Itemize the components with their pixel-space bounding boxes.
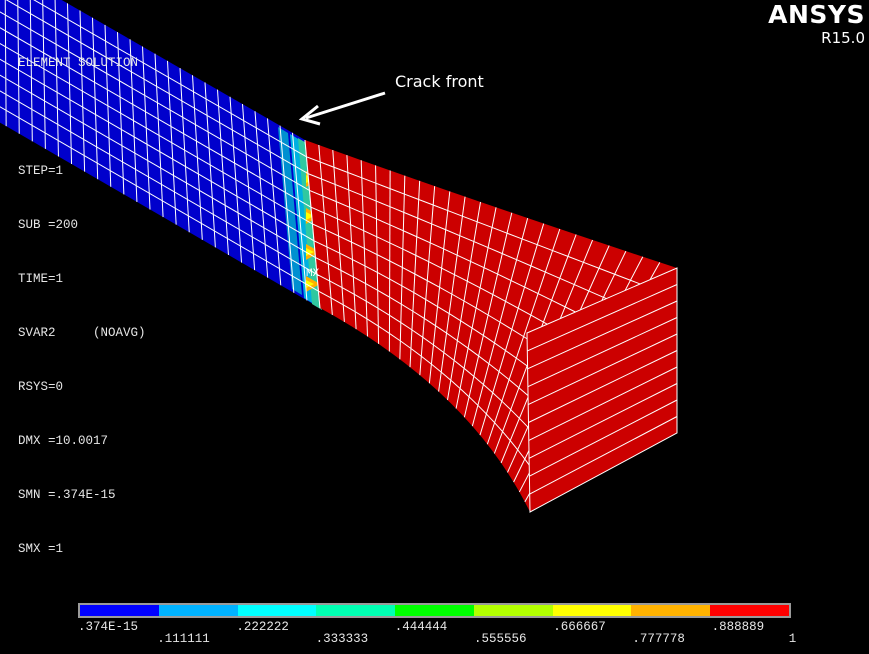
legend-label: .555556 (474, 632, 527, 646)
max-marker: MX (306, 268, 320, 280)
legend-label: .222222 (236, 620, 289, 634)
mesh-line (0, 106, 319, 292)
mesh-line (0, 74, 316, 259)
legend-swatch (631, 605, 711, 616)
info-line: DMX =10.0017 (18, 434, 109, 448)
contour-legend-bar (78, 603, 791, 618)
mesh-line (527, 300, 678, 370)
mesh-line (306, 156, 663, 293)
legend-label: .888889 (711, 620, 765, 634)
legend-label: .111111 (157, 632, 210, 646)
legend-swatch (80, 605, 159, 616)
mesh-line (529, 416, 678, 495)
legend-label: .333333 (315, 632, 369, 646)
mesh-line (0, 11, 310, 191)
arrow-head-icon (298, 104, 321, 126)
info-line: RSYS=0 (18, 380, 64, 394)
legend-swatch (316, 605, 396, 616)
mesh-line (528, 366, 678, 441)
mesh-line (527, 317, 678, 388)
mesh-line (318, 290, 546, 488)
mesh-line (527, 333, 678, 406)
legend-swatch (395, 605, 474, 616)
mesh-line (528, 350, 678, 423)
legend-label: .444444 (394, 620, 448, 634)
mesh-line (0, 90, 318, 275)
info-line: TIME=1 (18, 272, 64, 286)
mesh-line (0, 27, 312, 208)
crack-hotspot (306, 280, 314, 288)
mesh-line (0, 58, 315, 242)
legend-label: .666667 (553, 620, 606, 634)
info-line: SMN =.374E-15 (18, 488, 116, 502)
crack-hotspot (306, 212, 314, 220)
arrow-icon (305, 91, 386, 120)
info-line: SVAR2 (NOAVG) (18, 326, 146, 340)
logo-version: R15.0 (821, 29, 865, 47)
ansys-logo: ANSYS R15.0 (768, 0, 865, 46)
mesh-line (316, 273, 560, 464)
crack-hotspot (306, 248, 314, 256)
end-face (526, 267, 678, 513)
legend-swatch (710, 605, 790, 616)
info-line: ELEMENT SOLUTION (18, 56, 139, 70)
legend-swatch (552, 605, 632, 616)
info-line: STEP=1 (18, 164, 64, 178)
legend-label: 1 (788, 632, 797, 646)
mesh-line (528, 383, 678, 459)
legend-swatch (158, 605, 238, 616)
info-line: SMX =1 (18, 542, 64, 556)
crack-front-annotation: Crack front (395, 72, 484, 91)
mesh-line (5, 0, 309, 175)
legend-swatch (473, 605, 553, 616)
logo-name: ANSYS (768, 0, 865, 29)
mesh-line (527, 284, 678, 352)
solution-info: ELEMENT SOLUTION STEP=1 SUB =200 TIME=1 … (18, 18, 146, 594)
info-line (18, 108, 146, 126)
legend-label: .777778 (632, 632, 685, 646)
mesh-line (307, 173, 648, 318)
legend-label: .374E-15 (78, 620, 139, 634)
mesh-line (0, 42, 313, 225)
mesh-line (33, 0, 307, 158)
legend-swatch (237, 605, 317, 616)
mesh-line (529, 399, 678, 477)
info-line: SUB =200 (18, 218, 79, 232)
